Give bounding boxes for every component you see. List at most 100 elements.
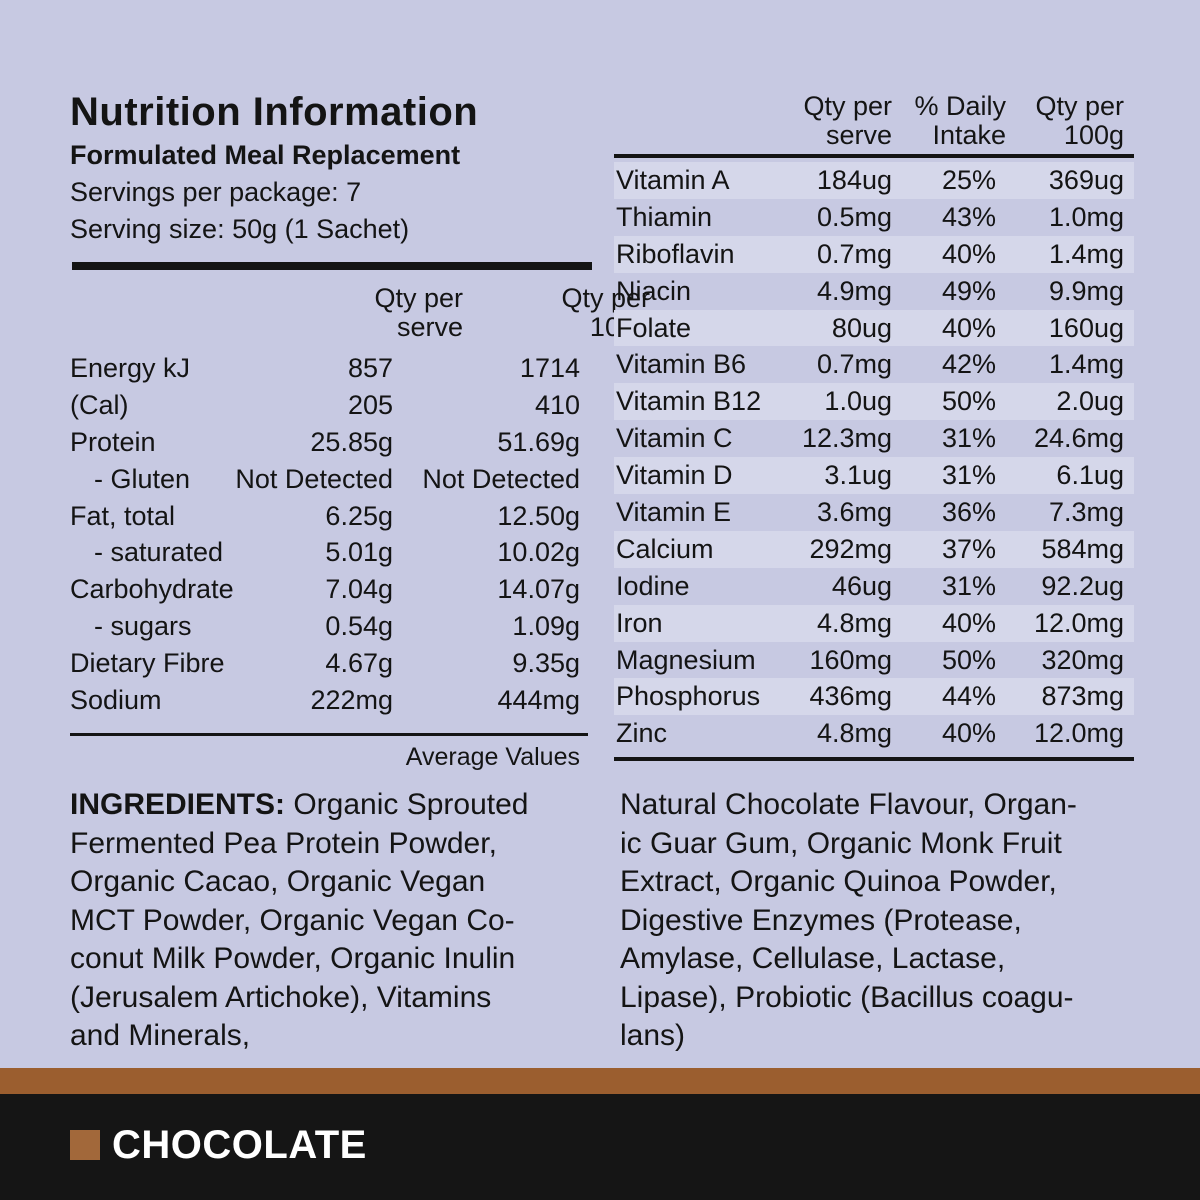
- qty-per-100g: 7.3mg: [1048, 497, 1124, 528]
- nutrient-name: Fat, total: [70, 500, 176, 531]
- nutrition-row: Carbohydrate 7.04g 14.07g: [70, 571, 582, 608]
- ingredients-line: and Minerals,: [70, 1019, 251, 1052]
- servings-per-package: Servings per package: 7: [70, 177, 362, 207]
- qty-per-100g: 9.35g: [512, 648, 580, 679]
- vitamins-table: Vitamin A 184ug 25% 369ug Thiamin 0.5mg 43% 1.0…: [614, 162, 1134, 752]
- qty-per-100g: 92.2ug: [1041, 570, 1124, 601]
- nutrition-table-divider: [70, 733, 588, 736]
- column-header-per-serve: Qty per serve: [803, 91, 892, 150]
- qty-per-serve: 25.85g: [310, 426, 393, 457]
- vitamin-row: Thiamin 0.5mg 43% 1.0mg: [614, 199, 1134, 236]
- qty-per-100g: 584mg: [1041, 533, 1124, 564]
- qty-per-100g: 12.0mg: [1033, 607, 1124, 638]
- product-subtitle: Formulated Meal Replacement: [70, 140, 461, 170]
- page-title: Nutrition Information: [70, 90, 479, 134]
- qty-per-serve: 0.5mg: [816, 201, 892, 232]
- vitamin-name: Vitamin D: [616, 460, 733, 491]
- qty-per-100g: 2.0ug: [1056, 386, 1124, 417]
- vitamin-name: Zinc: [616, 718, 668, 749]
- vitamin-name: Riboflavin: [616, 238, 735, 269]
- daily-intake-percent: 42%: [941, 349, 996, 380]
- qty-per-serve: 222mg: [310, 685, 393, 716]
- nutrition-row: Energy kJ 857 1714: [70, 350, 582, 387]
- qty-per-serve: 4.9mg: [816, 275, 892, 306]
- qty-per-100g: 873mg: [1041, 681, 1124, 712]
- vitamin-row: Phosphorus 436mg 44% 873mg: [614, 678, 1134, 716]
- nutrition-row: Dietary Fibre 4.67g 9.35g: [70, 645, 582, 682]
- vitamin-row: Zinc 4.8mg 40% 12.0mg: [614, 715, 1134, 752]
- column-header-per-serve: Qty per serve: [374, 283, 463, 342]
- qty-per-serve: 436mg: [809, 681, 892, 712]
- vitamin-row: Iron 4.8mg 40% 12.0mg: [614, 604, 1134, 642]
- qty-per-100g: 12.0mg: [1033, 718, 1124, 749]
- qty-per-100g: 12.50g: [497, 500, 580, 531]
- ingredients-text: Organic Sprouted: [285, 788, 529, 821]
- daily-intake-percent: 43%: [941, 201, 996, 232]
- daily-intake-percent: 50%: [941, 386, 996, 417]
- qty-per-100g: Not Detected: [422, 463, 580, 494]
- average-values-note: Average Values: [405, 743, 580, 771]
- vitamin-row: Magnesium 160mg 50% 320mg: [614, 642, 1134, 679]
- nutrition-table-header: Qty per serve Qty per 100g: [70, 283, 650, 350]
- qty-per-100g: 51.69g: [497, 426, 580, 457]
- vitamin-name: Vitamin E: [616, 497, 732, 528]
- qty-per-100g: 1714: [519, 353, 580, 383]
- column-header-per-100g: Qty per 100g: [1035, 91, 1124, 150]
- header-divider: [72, 262, 592, 270]
- ingredients-column-left: INGREDIENTS: Organic Sprouted Fermented P…: [70, 786, 595, 1056]
- vitamin-name: Vitamin B12: [616, 386, 762, 417]
- flavor-color-swatch: [70, 1130, 100, 1160]
- vitamin-row: Niacin 4.9mg 49% 9.9mg: [614, 273, 1134, 310]
- accent-band: [0, 1068, 1200, 1094]
- nutrition-row: - Gluten Not Detected Not Detected: [70, 461, 582, 498]
- ingredients-line: lans): [620, 1019, 686, 1052]
- qty-per-serve: 0.54g: [325, 611, 393, 642]
- qty-per-serve: 80ug: [831, 312, 892, 343]
- column-header-daily-intake: % Daily Intake: [914, 91, 1006, 150]
- qty-per-100g: 24.6mg: [1033, 423, 1124, 454]
- vitamins-table-bottom-divider: [614, 757, 1134, 761]
- vitamin-name: Phosphorus: [616, 681, 761, 712]
- qty-per-100g: 1.4mg: [1048, 238, 1124, 269]
- ingredients-line: Organic Cacao, Organic Vegan: [70, 865, 486, 898]
- qty-per-serve: 3.1ug: [824, 460, 892, 491]
- vitamin-name: Folate: [616, 312, 692, 343]
- vitamin-row: Vitamin A 184ug 25% 369ug: [614, 162, 1134, 199]
- nutrient-name: Dietary Fibre: [70, 648, 225, 679]
- ingredients-line: MCT Powder, Organic Vegan Co-: [70, 903, 515, 937]
- qty-per-serve: 4.8mg: [816, 718, 892, 749]
- qty-per-100g: 1.09g: [512, 611, 580, 642]
- daily-intake-percent: 31%: [941, 423, 996, 454]
- daily-intake-percent: 44%: [941, 681, 996, 712]
- qty-per-serve: 292mg: [809, 533, 892, 564]
- ingredients-line: Amylase, Cellulase, Lactase,: [620, 942, 1006, 975]
- nutrient-name: (Cal): [70, 389, 129, 420]
- qty-per-serve: 1.0ug: [824, 386, 892, 417]
- qty-per-100g: 410: [534, 389, 580, 420]
- qty-per-serve: 4.67g: [325, 648, 393, 679]
- qty-per-100g: 369ug: [1048, 165, 1124, 195]
- nutrition-row: (Cal) 205 410: [70, 387, 582, 424]
- vitamin-name: Vitamin A: [616, 165, 730, 195]
- qty-per-serve: 3.6mg: [816, 497, 892, 528]
- vitamin-name: Magnesium: [616, 644, 756, 675]
- ingredients-line: (Jerusalem Artichoke), Vitamins: [70, 980, 492, 1014]
- qty-per-serve: 184ug: [816, 165, 892, 195]
- qty-per-100g: 6.1ug: [1056, 460, 1124, 491]
- qty-per-serve: 205: [347, 389, 393, 420]
- vitamin-name: Calcium: [616, 533, 714, 564]
- vitamin-name: Vitamin B6: [616, 349, 747, 380]
- qty-per-100g: 1.4mg: [1048, 349, 1124, 380]
- nutrient-name: Protein: [70, 426, 156, 457]
- daily-intake-percent: 40%: [941, 312, 996, 343]
- vitamin-name: Iron: [616, 607, 663, 638]
- qty-per-serve: 12.3mg: [801, 423, 892, 454]
- qty-per-serve: 7.04g: [325, 574, 393, 605]
- vitamin-row: Vitamin D 3.1ug 31% 6.1ug: [614, 457, 1134, 495]
- flavor-name: CHOCOLATE: [112, 1123, 367, 1167]
- daily-intake-percent: 40%: [941, 238, 996, 269]
- qty-per-100g: 444mg: [497, 685, 580, 716]
- vitamin-row: Vitamin B12 1.0ug 50% 2.0ug: [614, 383, 1134, 421]
- nutrition-row: Protein 25.85g 51.69g: [70, 424, 582, 461]
- daily-intake-percent: 50%: [941, 644, 996, 675]
